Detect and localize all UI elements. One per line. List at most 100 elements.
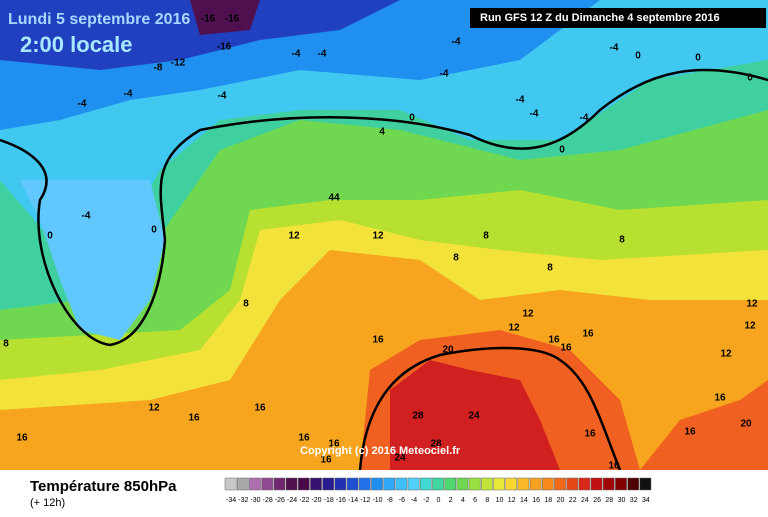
legend-swatch [334,477,347,491]
legend-swatch [322,477,335,491]
legend-swatch [432,477,444,491]
contour-label: 16 [320,455,332,466]
legend-swatch [285,477,298,491]
legend-swatch [395,477,408,491]
legend-swatch [273,477,286,491]
contour-label: -8 [154,63,163,74]
contour-label: 20 [442,345,454,356]
legend-tick-label: 32 [630,497,638,504]
contour-label: 16 [188,413,200,424]
legend-tick-label: 34 [642,497,650,504]
legend-swatch [444,477,457,491]
legend-swatch [627,477,640,491]
copyright: Copyright (c) 2016 Meteociel.fr [300,445,461,457]
contour-label: -4 [78,99,87,110]
legend-swatch [517,477,530,491]
legend-tick-label: 14 [520,497,528,504]
greenland [20,180,165,340]
contour-label: -4 [452,37,461,48]
legend-swatch [554,477,566,491]
legend-swatch [602,477,615,491]
legend-swatch [371,477,383,491]
date: Lundi 5 septembre 2016 [8,11,190,28]
contour-label: -4 [124,89,133,100]
legend-tick-label: -26 [275,497,285,504]
legend-swatch [456,477,469,491]
legend-tick-label: -30 [250,497,260,504]
legend-tick-label: -22 [299,497,309,504]
legend-swatch [615,477,627,491]
legend-tick-label: -24 [287,497,297,504]
contour-label: 16 [560,343,572,354]
legend-swatch [578,477,591,491]
temp-region [640,380,768,470]
contour-label: 20 [740,419,752,430]
contour-label: 0 [695,53,701,64]
contour-label: -16 [201,14,216,25]
legend-swatch [541,477,554,491]
temp-region [390,360,560,470]
contour-label: -4 [516,95,525,106]
contour-label: -4 [218,91,227,102]
legend-tick-label: -20 [311,497,321,504]
legend-tick-label: -10 [372,497,382,504]
legend-tick-label: 6 [473,497,477,504]
contour-label: 4 [379,127,385,138]
contour-label: 12 [746,299,758,310]
legend-swatch [639,477,652,491]
legend-tick-label: 28 [605,497,613,504]
contour-label: 16 [254,403,266,414]
footer-lead: (+ 12h) [30,497,65,509]
contour-label: 16 [714,393,726,404]
contour-label: 12 [508,323,520,334]
legend-swatch [505,477,518,491]
contour-label: 12 [288,231,300,242]
contour-label: 24 [468,411,480,422]
contour-label: 8 [453,253,459,264]
contour-label: -4 [318,49,327,60]
contour-label: 28 [412,411,424,422]
contour-label: 16 [582,329,594,340]
legend-tick-label: 26 [593,497,601,504]
legend-tick-label: 20 [557,497,565,504]
contour-label: 0 [747,73,753,84]
legend-tick-label: 18 [544,497,552,504]
contour-label: -4 [82,211,91,222]
legend-swatch [590,477,603,491]
contour-label: 8 [243,299,249,310]
contour-label: 12 [744,321,756,332]
legend-tick-label: -34 [226,497,236,504]
legend-swatch [480,477,493,491]
contour-label: 16 [16,433,28,444]
run-info: Run GFS 12 Z du Dimanche 4 septembre 201… [480,12,720,24]
contour-label: 0 [559,145,565,156]
legend-swatch [297,477,310,491]
contour-label: -12 [171,58,186,69]
legend-tick-label: -4 [411,497,417,504]
legend-tick-label: 12 [508,497,516,504]
contour-label: -16 [225,14,240,25]
contour-label: -16 [217,42,232,53]
contour-label: 0 [409,113,415,124]
footer [0,470,768,512]
contour-label: -4 [292,49,301,60]
legend-tick-label: 24 [581,497,589,504]
contour-label: -4 [530,109,539,120]
legend-swatch [383,477,396,491]
legend-tick-label: -8 [387,497,393,504]
contour-label: 12 [372,231,384,242]
contour-label: 16 [548,335,560,346]
legend-tick-label: 30 [618,497,626,504]
legend-tick-label: 22 [569,497,577,504]
contour-label: 8 [483,231,489,242]
contour-label: 0 [151,225,157,236]
legend-tick-label: 2 [449,497,453,504]
legend-tick-label: -28 [263,497,273,504]
legend-swatch [419,477,432,491]
legend-swatch [529,477,542,491]
contour-label: -4 [440,69,449,80]
isotherm-20 [358,346,622,471]
legend-tick-label: 4 [461,497,465,504]
legend-swatch [407,477,420,491]
legend-tick-label: -6 [399,497,405,504]
